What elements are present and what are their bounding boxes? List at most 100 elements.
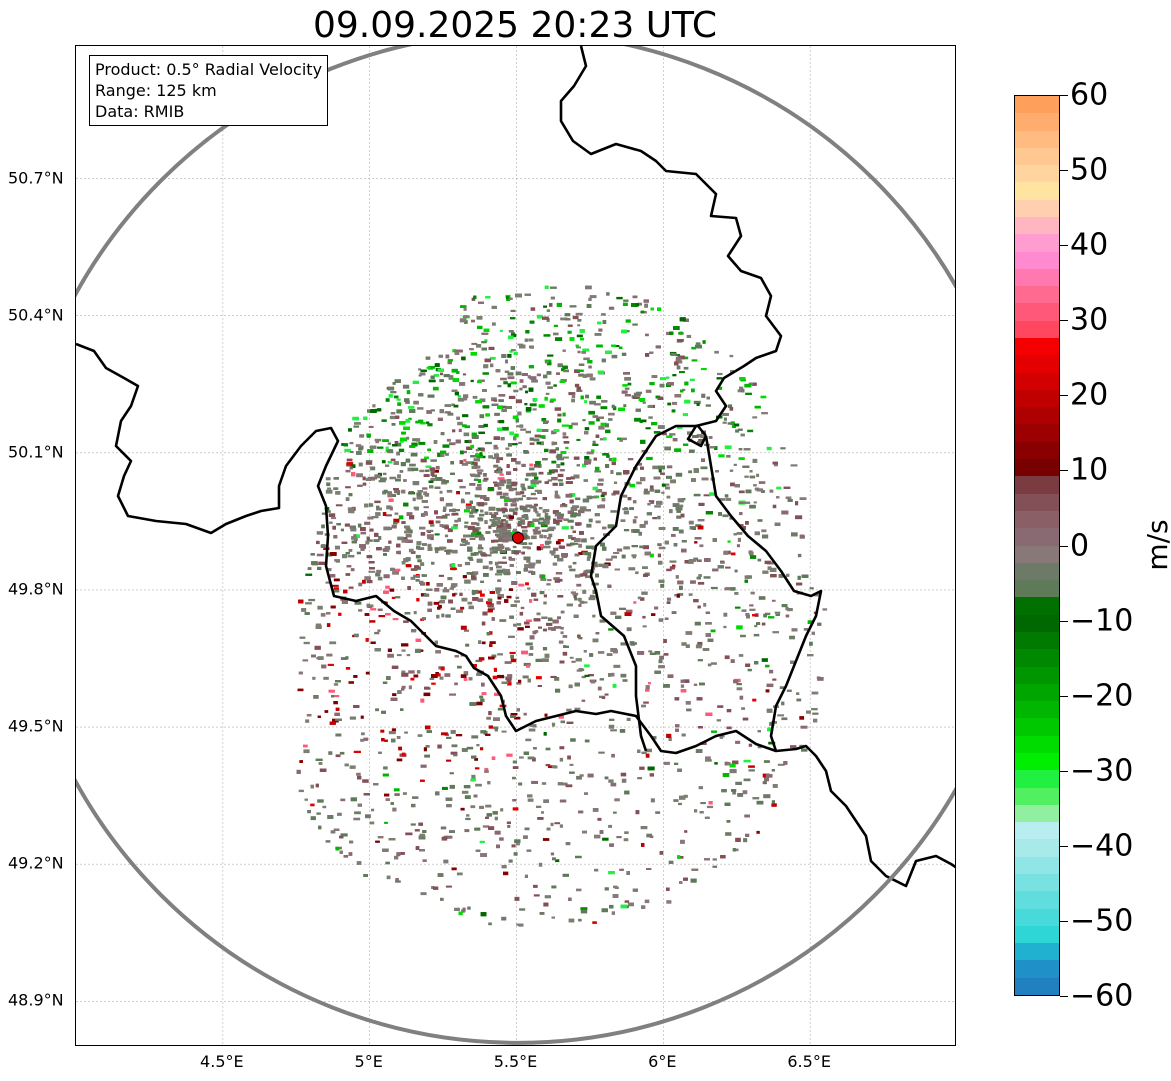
echo-pixel — [512, 511, 518, 515]
echo-pixel — [491, 397, 497, 402]
echo-pixel — [469, 537, 476, 540]
echo-pixel — [474, 758, 478, 761]
echo-pixel — [335, 718, 342, 721]
echo-pixel — [714, 350, 719, 354]
echo-pixel — [393, 568, 401, 572]
echo-pixel — [395, 415, 400, 419]
echo-pixel — [393, 521, 398, 525]
echo-pixel — [426, 421, 430, 424]
echo-pixel — [510, 366, 516, 370]
echo-pixel — [349, 765, 356, 769]
echo-pixel — [410, 568, 418, 571]
echo-pixel — [588, 518, 593, 523]
echo-pixel — [562, 432, 567, 436]
echo-pixel — [408, 406, 415, 409]
echo-pixel — [439, 524, 444, 527]
echo-pixel — [799, 497, 807, 500]
echo-pixel — [696, 697, 703, 701]
echo-pixel — [298, 599, 304, 604]
echo-pixel — [772, 784, 778, 788]
echo-pixel — [559, 380, 566, 383]
echo-pixel — [425, 356, 431, 360]
echo-pixel — [559, 469, 565, 472]
echo-pixel — [511, 458, 517, 462]
echo-pixel — [406, 512, 413, 516]
echo-pixel — [507, 443, 512, 447]
echo-pixel — [491, 617, 495, 621]
echo-pixel — [523, 567, 528, 572]
echo-pixel — [745, 833, 750, 837]
echo-pixel — [397, 690, 402, 694]
echo-pixel — [460, 807, 465, 811]
echo-pixel — [466, 446, 473, 450]
echo-pixel — [447, 359, 453, 362]
echo-pixel — [543, 545, 551, 549]
echo-pixel — [525, 582, 529, 586]
echo-pixel — [426, 534, 434, 538]
echo-pixel — [441, 836, 448, 841]
echo-pixel — [505, 359, 508, 364]
echo-pixel — [345, 667, 351, 670]
echo-pixel — [434, 363, 440, 367]
echo-pixel — [418, 419, 424, 423]
echo-pixel — [518, 923, 524, 927]
echo-pixel — [553, 324, 558, 327]
echo-pixel — [726, 497, 732, 501]
echo-pixel — [459, 460, 464, 464]
echo-pixel — [541, 429, 549, 432]
echo-pixel — [557, 558, 564, 562]
echo-pixel — [476, 558, 483, 563]
echo-pixel — [738, 448, 743, 451]
echo-pixel — [461, 462, 469, 466]
echo-pixel — [555, 447, 559, 451]
echo-pixel — [426, 730, 432, 733]
echo-pixel — [726, 454, 731, 458]
radar-map[interactable] — [75, 45, 956, 1046]
echo-pixel — [684, 381, 689, 386]
echo-pixel — [351, 472, 356, 477]
echo-pixel — [511, 333, 517, 338]
echo-pixel — [545, 392, 550, 395]
echo-pixel — [396, 758, 403, 762]
echo-pixel — [753, 633, 760, 637]
echo-pixel — [726, 709, 732, 713]
echo-pixel — [543, 334, 551, 337]
echo-pixel — [584, 792, 588, 795]
echo-pixel — [672, 503, 680, 507]
echo-pixel — [611, 911, 615, 915]
echo-pixel — [777, 763, 785, 766]
echo-pixel — [600, 406, 608, 410]
echo-pixel — [749, 604, 754, 607]
echo-pixel — [520, 606, 525, 610]
echo-pixel — [374, 532, 379, 537]
echo-pixel — [463, 432, 470, 437]
echo-pixel — [555, 688, 561, 693]
echo-pixel — [534, 526, 540, 530]
echo-pixel — [592, 921, 597, 924]
echo-pixel — [370, 608, 377, 611]
echo-pixel — [401, 489, 406, 494]
echo-pixel — [387, 449, 394, 454]
echo-pixel — [691, 359, 698, 362]
echo-pixel — [359, 544, 366, 548]
echo-pixel — [548, 765, 552, 768]
echo-pixel — [439, 600, 445, 604]
echo-pixel — [340, 528, 344, 532]
echo-pixel — [354, 537, 358, 541]
echo-pixel — [499, 479, 507, 484]
echo-pixel — [528, 728, 536, 732]
echo-pixel — [695, 524, 702, 527]
echo-pixel — [612, 457, 617, 461]
echo-pixel — [419, 849, 425, 852]
echo-pixel — [722, 413, 729, 416]
echo-pixel — [525, 473, 531, 477]
echo-pixel — [601, 358, 606, 363]
echo-pixel — [318, 825, 322, 830]
echo-pixel — [767, 566, 772, 570]
echo-pixel — [358, 447, 363, 451]
echo-pixel — [482, 565, 489, 570]
echo-pixel — [729, 587, 736, 591]
echo-pixel — [552, 857, 556, 861]
echo-pixel — [632, 396, 640, 399]
echo-pixel — [544, 895, 551, 899]
